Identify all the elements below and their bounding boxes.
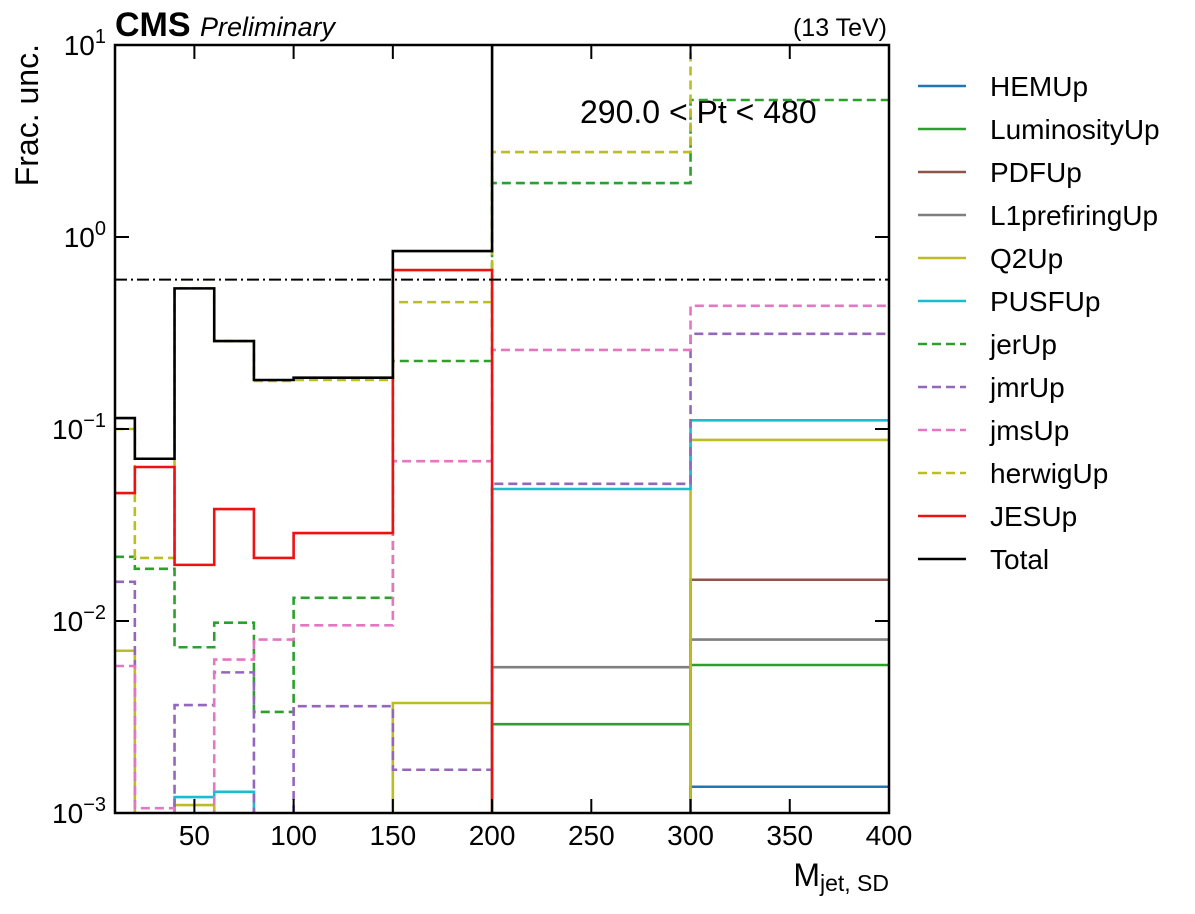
y-tick-label: 10−1 [52,410,106,445]
y-tick-label: 100 [64,218,106,253]
legend-label: JESUp [990,501,1077,532]
y-tick-base: 10 [52,606,83,637]
y-tick-base: 10 [64,222,95,253]
x-tick-label: 100 [270,820,317,851]
x-tick-label: 150 [369,820,416,851]
series-line [115,45,494,461]
legend-label: jmrUp [989,372,1065,403]
y-tick-exponent: −3 [83,794,106,816]
series-line [115,332,889,813]
x-axis-label-main: M [793,857,820,893]
y-axis-label: Frac. unc. [9,44,45,186]
y-tick-base: 10 [52,414,83,445]
y-tick-label: 10−2 [52,602,106,637]
y-tick-exponent: 1 [95,26,106,48]
experiment-label: CMS [115,6,191,44]
series-line [173,418,889,813]
legend-label: herwigUp [990,458,1108,489]
x-tick-label: 400 [866,820,913,851]
x-tick-label: 250 [568,820,615,851]
legend-label: PUSFUp [990,286,1100,317]
series-line [689,578,889,813]
y-tick-label: 10−3 [52,794,106,829]
x-axis-label: Mjet, SD [793,857,889,896]
x-tick-label: 200 [469,820,516,851]
annotation: 290.0 < Pt < 480 [580,94,817,130]
legend-label: Total [990,544,1049,575]
series-line [115,268,494,813]
status-label: Preliminary [200,12,337,42]
series-line [115,438,889,813]
y-tick-exponent: 0 [95,218,106,240]
legend-label: HEMUp [990,71,1088,102]
y-tick-exponent: −1 [83,410,106,432]
x-axis-label-sub: jet, SD [819,870,889,896]
legend-label: jerUp [989,329,1057,360]
plot-area [115,45,889,813]
x-tick-label: 300 [667,820,714,851]
plot-frame [113,43,891,815]
legend-label: PDFUp [990,157,1082,188]
series-line [490,663,889,813]
x-tick-label: 350 [766,820,813,851]
legend-label: jmsUp [989,415,1069,446]
y-tick-base: 10 [64,30,95,61]
legend-label: L1prefiringUp [990,200,1158,231]
x-tick-label: 50 [179,820,210,851]
legend-label: LuminosityUp [990,114,1160,145]
energy-label: (13 TeV) [793,14,887,42]
series-line [115,98,889,714]
series-line [490,638,889,813]
y-tick-label: 101 [64,26,106,61]
y-tick-base: 10 [52,798,83,829]
y-tick-exponent: −2 [83,602,106,624]
legend-label: Q2Up [990,243,1063,274]
series-line [115,304,889,813]
